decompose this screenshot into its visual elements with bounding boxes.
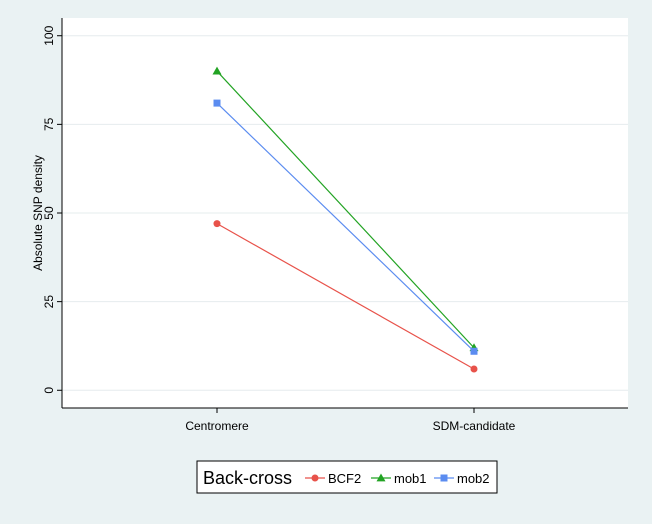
legend-title: Back-cross <box>203 468 292 488</box>
legend-marker <box>376 473 386 482</box>
series-mob2 <box>213 99 478 355</box>
series-line-mob2 <box>216 102 475 352</box>
legend-item-mob1: mob1 <box>371 471 427 486</box>
y-axis-ticks: 0 25 50 75 100 <box>42 25 62 394</box>
legend-item-BCF2: BCF2 <box>305 471 361 486</box>
legend-marker <box>440 474 448 482</box>
grid-lines <box>62 35 628 391</box>
data-point-mob2 <box>213 99 221 107</box>
data-point-BCF2 <box>470 365 478 373</box>
legend-items: BCF2 mob1 mob2 <box>305 471 490 486</box>
y-axis-title: Absolute SNP density <box>31 155 45 271</box>
y-tick-label: 75 <box>42 117 56 131</box>
legend-label: mob1 <box>394 471 427 486</box>
data-point-BCF2 <box>213 220 221 228</box>
legend-label: mob2 <box>457 471 490 486</box>
x-tick-label: SDM-candidate <box>433 419 516 433</box>
legend-label: BCF2 <box>328 471 361 486</box>
x-tick-label: Centromere <box>185 419 249 433</box>
y-tick-label: 25 <box>42 295 56 309</box>
y-tick-label: 100 <box>42 25 56 45</box>
legend-marker <box>311 474 319 482</box>
y-tick-label: 0 <box>42 387 56 394</box>
series-BCF2 <box>213 220 478 373</box>
y-tick-label: 50 <box>42 206 56 220</box>
legend-item-mob2: mob2 <box>434 471 490 486</box>
x-axis-ticks: Centromere SDM-candidate <box>185 408 516 433</box>
series-line-BCF2 <box>216 223 475 370</box>
data-point-mob2 <box>470 347 478 355</box>
series-line-mob1 <box>216 70 475 349</box>
legend: Back-cross BCF2 mob1 mob2 <box>196 460 498 494</box>
series-group <box>212 66 479 373</box>
data-point-mob1 <box>212 66 222 75</box>
